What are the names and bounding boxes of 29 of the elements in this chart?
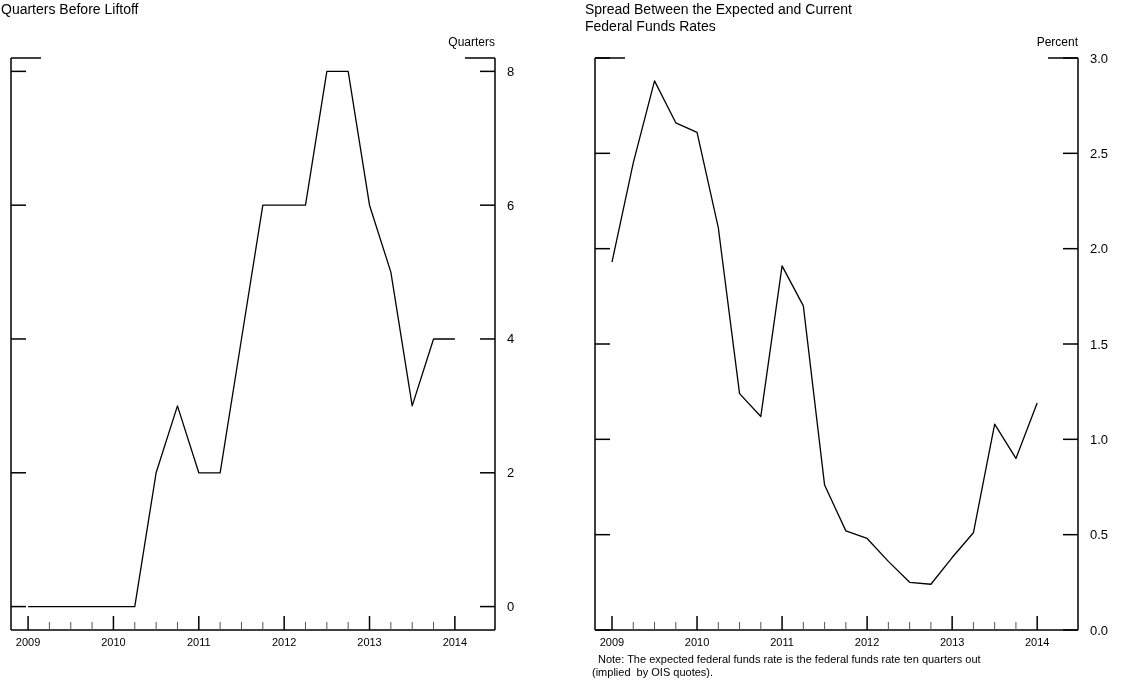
y-tick-label: 0.5 — [1090, 527, 1109, 543]
y-tick-label: 3.0 — [1090, 50, 1109, 66]
x-tick-label: 2013 — [939, 636, 965, 648]
chart-title: Spread Between the Expected and Current Federal Funds Rates — [585, 1, 853, 34]
y-tick-label: 0.0 — [1090, 622, 1109, 638]
x-tick-label: 2011 — [770, 636, 794, 648]
x-tick-label: 2009 — [15, 636, 41, 648]
y-tick-label: 2.5 — [1090, 145, 1109, 161]
text: Note: The expected federal funds rate is the federal funds rate ten quarters out (implied by OIS quotes). — [592, 653, 981, 678]
y-tick-label: 2.0 — [1090, 241, 1109, 257]
y-axis-title: Percent — [1036, 35, 1079, 49]
x-tick-label: 2011 — [186, 636, 211, 648]
y-tick-label: 1.0 — [1090, 431, 1109, 447]
x-tick-label: 2013 — [357, 636, 382, 648]
x-tick-label: 2012 — [271, 636, 297, 648]
x-tick-label: 2010 — [684, 636, 710, 648]
x-tick-label: 2012 — [854, 636, 880, 648]
x-tick-label: 2010 — [101, 636, 126, 648]
y-axis-title: Quarters — [448, 35, 495, 49]
x-tick-label: 2014 — [442, 636, 468, 648]
y-tick-label: 8 — [507, 63, 515, 79]
y-tick-label: 1.5 — [1090, 336, 1109, 352]
y-tick-label: 0 — [507, 599, 515, 615]
y-tick-label: 6 — [507, 197, 515, 213]
y-tick-label: 4 — [507, 331, 515, 347]
y-tick-label: 2 — [507, 465, 515, 481]
chart-title: Quarters Before Liftoff — [1, 1, 139, 17]
x-tick-label: 2014 — [1024, 636, 1050, 648]
x-tick-label: 2009 — [599, 636, 625, 648]
